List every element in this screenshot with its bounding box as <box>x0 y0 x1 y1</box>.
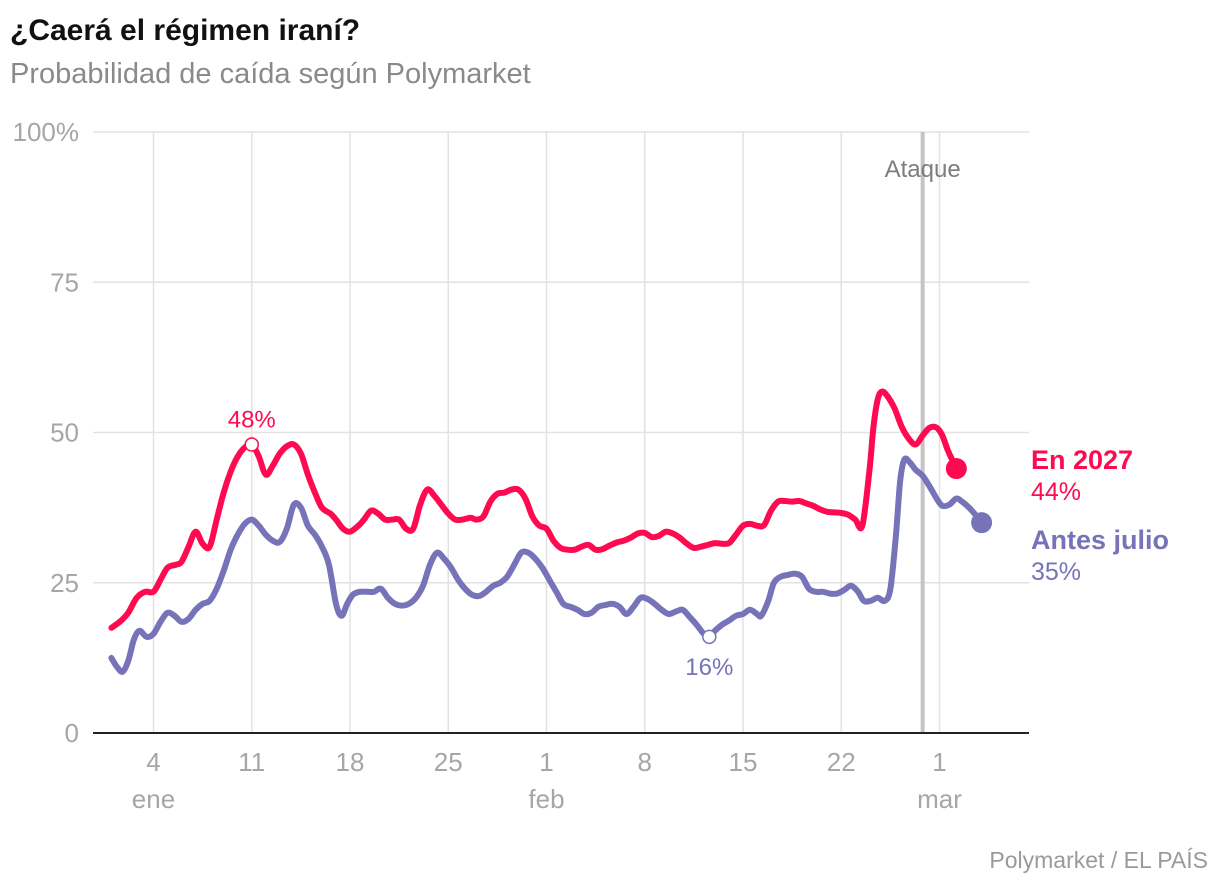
y-tick-label: 50 <box>50 418 79 448</box>
chart-title: ¿Caerá el régimen iraní? <box>10 14 361 47</box>
series-end-value: 35% <box>1031 558 1081 586</box>
y-tick-label: 0 <box>65 718 79 748</box>
event-label: Ataque <box>885 156 961 183</box>
series-line-en-2027 <box>108 388 960 631</box>
x-tick-label: 4 <box>146 747 160 777</box>
x-tick-label: 8 <box>638 747 652 777</box>
series-name-label: En 2027 <box>1031 445 1133 475</box>
x-tick-label: 1 <box>539 747 553 777</box>
series-line-antes-julio <box>108 455 985 675</box>
x-tick-label: 25 <box>434 747 463 777</box>
chart-subtitle: Probabilidad de caída según Polymarket <box>10 58 531 90</box>
x-tick-label: 15 <box>729 747 758 777</box>
x-tick-label: 22 <box>827 747 856 777</box>
series-end-dot <box>945 458 967 480</box>
series-end-dot <box>971 512 993 534</box>
annotation-marker <box>244 437 259 452</box>
annotation-marker <box>702 629 717 645</box>
series-name-label: Antes julio <box>1031 525 1169 555</box>
gridlines <box>93 131 1029 734</box>
month-label: mar <box>917 784 962 814</box>
annotation-label: 48% <box>228 407 276 434</box>
y-tick-label: 75 <box>50 267 79 297</box>
y-tick-label: 100% <box>13 117 80 147</box>
x-tick-label: 11 <box>238 747 265 777</box>
x-tick-label: 1 <box>932 747 946 777</box>
source-credit: Polymarket / EL PAÍS <box>989 847 1208 873</box>
series-end-value: 44% <box>1031 478 1081 506</box>
month-label: ene <box>132 784 175 814</box>
x-tick-label: 18 <box>336 747 365 777</box>
series-lines <box>108 388 993 675</box>
y-tick-label: 25 <box>50 568 79 598</box>
month-label: feb <box>528 784 564 814</box>
annotation-label: 16% <box>685 654 733 681</box>
